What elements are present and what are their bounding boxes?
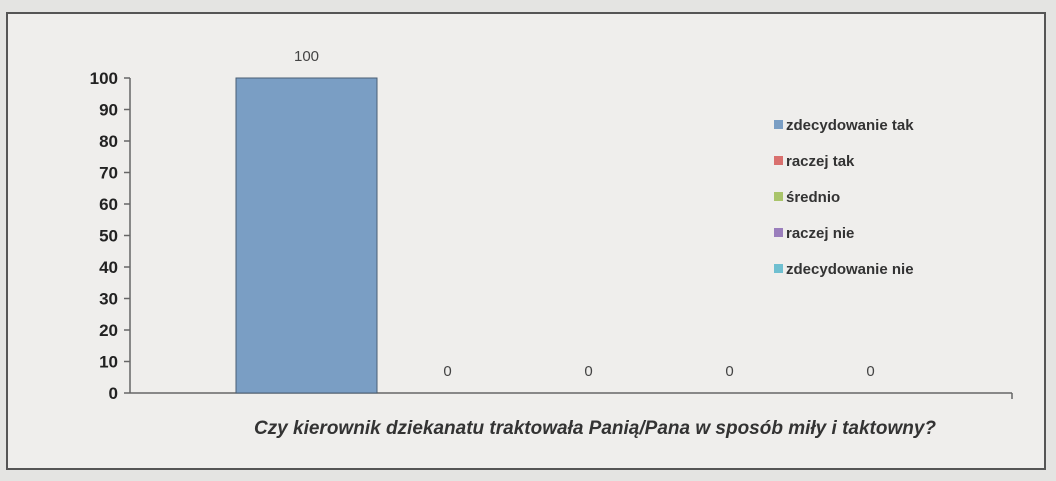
legend-swatch xyxy=(774,120,783,129)
legend-label: średnio xyxy=(786,189,840,206)
y-tick-label: 100 xyxy=(90,69,118,88)
x-axis-label: Czy kierownik dziekanatu traktowała Pani… xyxy=(254,418,936,439)
data-label: 0 xyxy=(584,363,592,380)
data-label: 0 xyxy=(866,363,874,380)
y-tick-label: 60 xyxy=(99,195,118,214)
legend-swatch xyxy=(774,228,783,237)
y-tick-label: 50 xyxy=(99,227,118,246)
legend-swatch xyxy=(774,192,783,201)
y-tick-label: 10 xyxy=(99,353,118,372)
y-tick-label: 80 xyxy=(99,132,118,151)
legend-label: raczej tak xyxy=(786,153,855,170)
legend-label: zdecydowanie tak xyxy=(786,117,914,134)
legend-label: raczej nie xyxy=(786,225,854,242)
y-tick-label: 0 xyxy=(109,384,118,403)
bar xyxy=(235,77,378,394)
data-label: 0 xyxy=(443,363,451,380)
y-tick-label: 20 xyxy=(99,321,118,340)
y-tick-label: 30 xyxy=(99,290,118,309)
legend-label: zdecydowanie nie xyxy=(786,261,914,278)
bars: 100 0 0 0 0 xyxy=(235,48,875,394)
data-label: 100 xyxy=(294,48,319,65)
data-label: 0 xyxy=(725,363,733,380)
y-tick-label: 90 xyxy=(99,101,118,120)
legend: zdecydowanie tak raczej tak średnio raczej … xyxy=(774,117,914,278)
legend-swatch xyxy=(774,156,783,165)
y-tick-label: 40 xyxy=(99,258,118,277)
y-tick-label: 70 xyxy=(99,164,118,183)
legend-swatch xyxy=(774,264,783,273)
